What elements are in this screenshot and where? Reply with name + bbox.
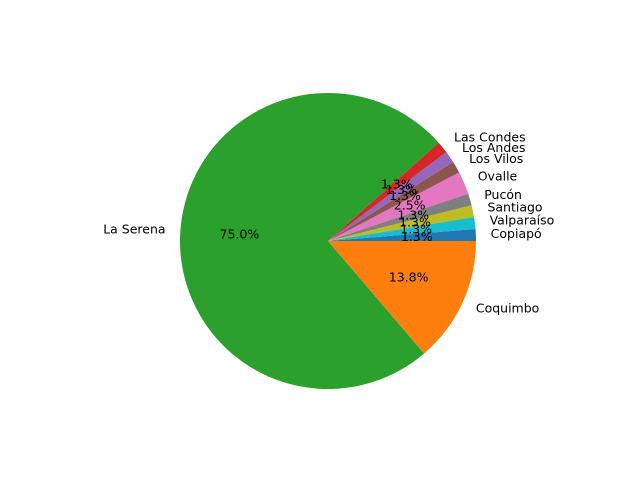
slice-percent-copiapo: 1.3% [401,229,433,244]
pie-slice-ovalle [328,172,469,241]
slice-label-santiago: Santiago [487,200,542,215]
slice-label-los-andes: Los Andes [462,140,526,155]
slice-label-valparaiso: Valparaíso [490,213,555,228]
slice-percent-coquimbo: 13.8% [389,270,429,285]
pie-slice-la-serena [180,93,439,389]
pie-slices [180,93,476,389]
pie-slice-los-vilos [328,161,460,241]
slice-label-pucon: Pucón [484,187,522,202]
pie-slice-santiago [328,205,475,241]
pie-percent-labels: 1.3%1.3%1.3%1.3%2.5%1.3%1.3%1.3%75.0%13.… [220,176,433,284]
slice-percent-valparaiso: 1.3% [400,222,432,237]
slice-percent-santiago: 1.3% [399,215,431,230]
slice-label-copiapo: Copiapó [491,226,542,241]
slice-percent-pucon: 1.3% [397,208,429,223]
slice-label-las-condes: Las Condes [454,129,526,144]
slice-label-coquimbo: Coquimbo [476,301,539,316]
slice-percent-ovalle: 2.5% [394,198,426,213]
slice-percent-los-vilos: 1.3% [389,188,421,203]
pie-slice-las-condes [328,142,447,241]
pie-slice-valparaiso [328,217,476,241]
slice-percent-la-serena: 75.0% [220,226,260,241]
slice-percent-las-condes: 1.3% [381,176,413,191]
pie-slice-coquimbo [328,241,476,354]
pie-slice-copiapo [328,228,476,241]
pie-slice-pucon [328,193,472,241]
slice-percent-los-andes: 1.3% [385,182,417,197]
pie-slice-los-andes [328,152,454,241]
slice-label-los-vilos: Los Vilos [469,151,523,166]
slice-label-ovalle: Ovalle [478,169,518,184]
slice-label-la-serena: La Serena [103,221,165,236]
